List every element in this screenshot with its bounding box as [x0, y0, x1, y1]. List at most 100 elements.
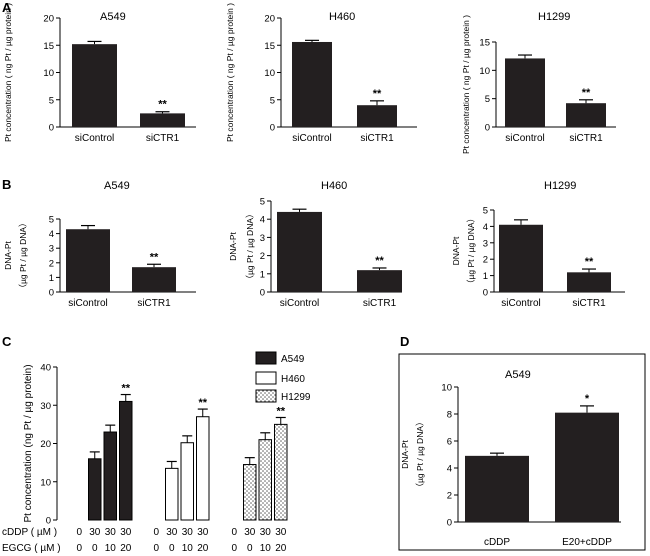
y-tick-label: 10	[43, 68, 54, 79]
egcg-dose-label: 20	[275, 543, 287, 554]
panel-d-frame	[398, 353, 646, 551]
y-tick-label: 10	[441, 383, 452, 394]
y-tick-label: 3	[49, 244, 54, 255]
bar	[499, 224, 543, 292]
y-tick-label: 2	[49, 258, 54, 269]
panel-label-a: A	[2, 0, 12, 15]
y-axis-label: Pt concentration ( ng Pt / µg protein )	[461, 15, 471, 154]
category-label: siControl	[75, 133, 114, 144]
category-label: siControl	[68, 298, 107, 309]
egcg-dose-label: 20	[197, 543, 209, 554]
chart-a-h1299: H1299 0 5 10 15 Pt concentration ( ng Pt / µg…	[461, 11, 616, 154]
chart-title: A549	[104, 180, 130, 192]
cddp-dose-label: 0	[76, 527, 82, 538]
y-tick-label: 3	[483, 238, 488, 249]
bar	[180, 442, 194, 521]
y-tick-label: 4	[260, 215, 265, 226]
chart-a-a549: A549 0 5 10 15 20 Pt concentration ( ng Pt / µ…	[3, 3, 196, 144]
y-tick-label: 2	[447, 491, 452, 502]
significance-label: *	[585, 393, 590, 405]
y-tick-label: 40	[40, 363, 51, 374]
chart-b-h1299: H1299 0 1 2 3 4 5 DNA-Pt （µg Pt / µg DNA） siContr…	[451, 180, 625, 309]
bar	[567, 272, 611, 292]
bar	[465, 455, 529, 522]
y-axis-label: DNA-Pt	[228, 231, 238, 260]
category-label: siCTR1	[146, 133, 180, 144]
bar	[505, 58, 545, 127]
bar	[566, 103, 606, 127]
y-axis-label: Pt concentration ( ng Pt / µg protein )	[3, 3, 13, 142]
egcg-dose-label: 0	[247, 543, 253, 554]
bar	[196, 416, 210, 521]
egcg-dose-label: 0	[231, 543, 237, 554]
category-label: siControl	[505, 133, 544, 144]
bar	[72, 44, 117, 127]
egcg-dose-label: 0	[76, 543, 82, 554]
legend-label-h1299: H1299	[281, 392, 311, 403]
y-tick-label: 4	[49, 229, 54, 240]
y-axis-label-units: （µg Pt / µg DNA）	[466, 214, 476, 288]
y-tick-label: 5	[483, 206, 488, 217]
bar	[258, 439, 272, 521]
chart-title: H1299	[538, 11, 570, 23]
legend-swatch-a549	[255, 351, 277, 365]
y-tick-label: 0	[260, 288, 265, 299]
cddp-dose-label: 30	[89, 527, 101, 538]
significance-label: **	[198, 397, 207, 409]
category-label: siControl	[292, 133, 331, 144]
y-tick-label: 0	[49, 123, 54, 134]
y-axis-label: Pt concentration (ng Pt / µg protein)	[23, 364, 34, 522]
egcg-dose-label: 0	[169, 543, 175, 554]
chart-title: H1299	[544, 180, 576, 192]
y-tick-label: 1	[483, 271, 488, 282]
y-tick-label: 0	[483, 288, 488, 299]
egcg-dose-label: 0	[92, 543, 98, 554]
chart-title: H460	[321, 180, 347, 192]
y-axis-label-units: （µg Pt / µg DNA）	[18, 218, 28, 292]
significance-label: **	[585, 256, 594, 268]
y-axis-label-units: （µg Pt / µg DNA）	[415, 417, 425, 491]
significance-label: **	[150, 251, 159, 263]
cddp-dose-label: 30	[166, 527, 178, 538]
legend-swatch-h460	[255, 371, 277, 385]
chart-title: H460	[329, 11, 355, 23]
bar	[132, 267, 176, 292]
bar	[66, 229, 110, 292]
bar	[274, 423, 288, 521]
y-tick-label: 2	[260, 251, 265, 262]
y-tick-label: 0	[485, 123, 490, 134]
y-tick-label: 0	[49, 288, 54, 299]
y-tick-label: 0	[270, 123, 275, 134]
y-tick-label: 15	[43, 41, 54, 52]
cddp-dose-label: 30	[260, 527, 272, 538]
bar	[357, 105, 397, 127]
category-label: siCTR1	[363, 298, 397, 309]
bar	[88, 458, 102, 521]
bar	[277, 211, 322, 292]
legend-swatch-h1299	[255, 389, 277, 403]
chart-d-a549: A549 0 2 4 6 8 10 DNA-Pt （µg Pt / µg DNA） cDDP * E2…	[400, 369, 621, 548]
y-tick-label: 5	[260, 197, 265, 208]
category-label: siControl	[501, 298, 540, 309]
y-tick-label: 5	[49, 95, 54, 106]
egcg-dose-label: 10	[105, 543, 117, 554]
y-tick-label: 1	[49, 273, 54, 284]
y-tick-label: 20	[40, 439, 51, 450]
egcg-dose-label: 10	[260, 543, 272, 554]
y-tick-label: 10	[264, 68, 275, 79]
bar	[140, 113, 185, 127]
y-tick-label: 4	[483, 222, 488, 233]
bar	[243, 464, 257, 521]
category-label: siCTR1	[572, 298, 606, 309]
y-tick-label: 15	[264, 41, 275, 52]
category-label: siCTR1	[360, 133, 394, 144]
bar	[357, 270, 402, 292]
chart-title: A549	[505, 369, 531, 381]
panel-label-c: C	[2, 334, 12, 349]
category-label: cDDP	[484, 537, 510, 548]
y-tick-label: 20	[43, 14, 54, 25]
category-label: siCTR1	[137, 298, 171, 309]
y-tick-label: 10	[40, 477, 51, 488]
